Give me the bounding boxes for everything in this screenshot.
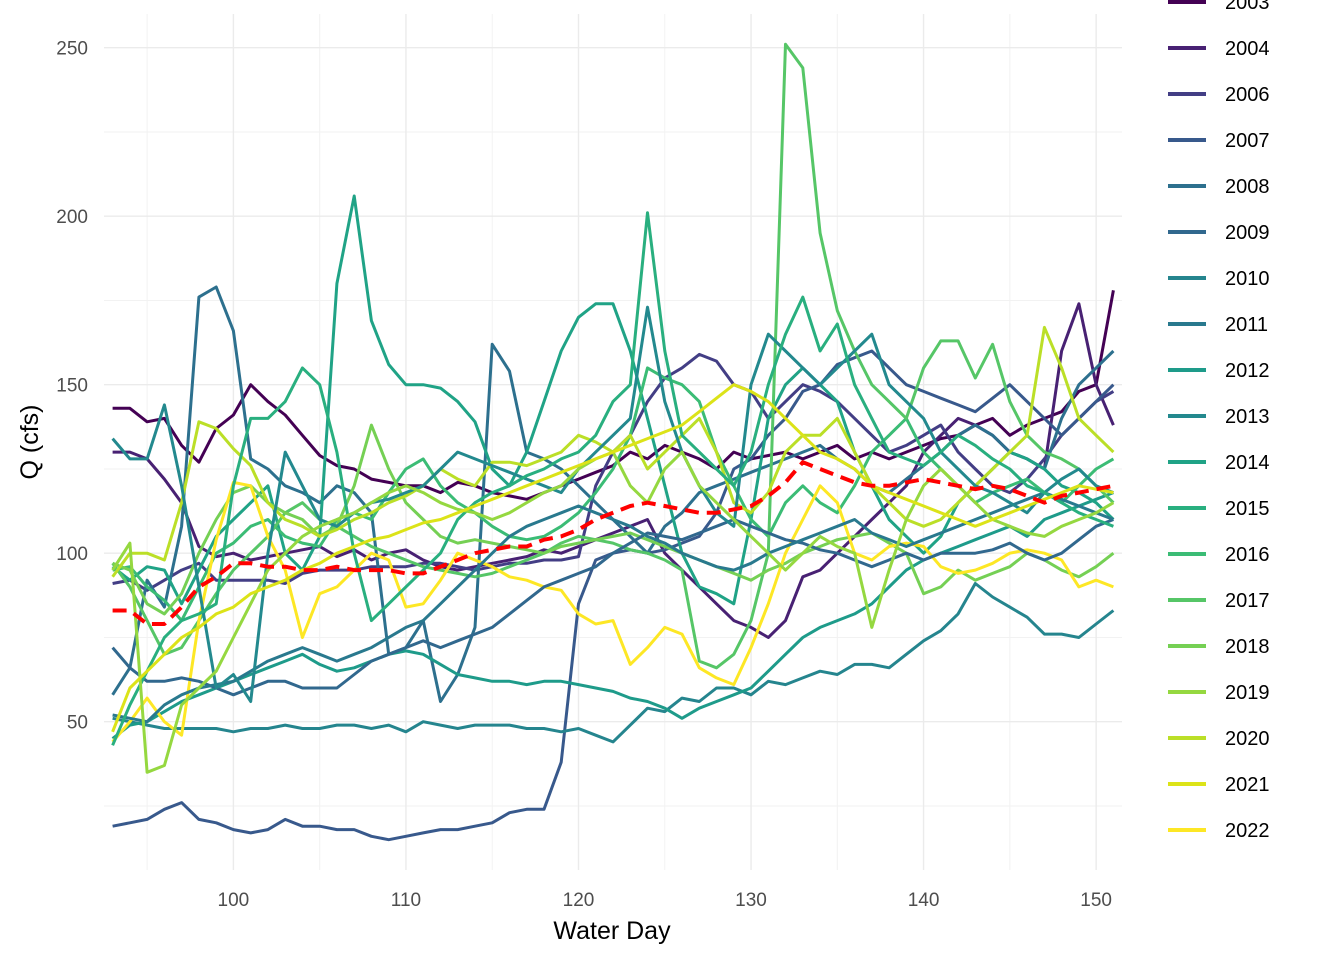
legend-item-2004: 2004	[1168, 38, 1270, 60]
x-tick-label-4: 140	[908, 890, 940, 911]
series-line-2015	[111, 211, 1114, 746]
legend-label-2010: 2010	[1225, 268, 1270, 290]
legend-item-2011: 2011	[1168, 314, 1268, 336]
series-line-2018	[112, 423, 1115, 616]
legend-item-2003: 2003	[1168, 0, 1270, 14]
legend-item-2020: 2020	[1168, 728, 1270, 750]
legend-label-2021: 2021	[1225, 774, 1270, 796]
legend-label-2017: 2017	[1225, 590, 1270, 612]
legend-item-2014: 2014	[1168, 452, 1270, 474]
series-line-2010	[112, 582, 1115, 744]
x-tick-label-3: 130	[735, 890, 767, 911]
legend-label-2022: 2022	[1225, 820, 1270, 842]
y-tick-label-0: 50	[67, 713, 88, 734]
legend-item-2017: 2017	[1168, 590, 1270, 612]
x-tick-label-0: 100	[218, 890, 250, 911]
y-axis-title: Q (cfs)	[16, 405, 44, 480]
legend-label-2003: 2003	[1225, 0, 1270, 14]
legend-item-2022: 2022	[1168, 820, 1270, 842]
legend-label-2018: 2018	[1225, 636, 1270, 658]
legend-label-2015: 2015	[1225, 498, 1270, 520]
series-layer	[111, 42, 1115, 842]
legend-item-2015: 2015	[1168, 498, 1270, 520]
legend-label-2009: 2009	[1225, 222, 1270, 244]
y-tick-label-2: 150	[56, 376, 88, 397]
legend-item-2016: 2016	[1168, 544, 1270, 566]
legend-label-2006: 2006	[1225, 84, 1270, 106]
legend-label-2013: 2013	[1225, 406, 1270, 428]
y-tick-label-3: 200	[56, 207, 88, 228]
x-tick-label-1: 110	[391, 890, 421, 911]
series-line-2021	[111, 383, 1114, 733]
legend-item-2013: 2013	[1168, 406, 1270, 428]
series-line-2013	[111, 305, 1114, 703]
y-tick-label-1: 100	[56, 544, 88, 565]
legend-item-2006: 2006	[1168, 84, 1270, 106]
series-line-2009	[111, 518, 1114, 697]
legend-item-2007: 2007	[1168, 130, 1270, 152]
legend-item-2009: 2009	[1168, 222, 1270, 244]
series-line-2019	[111, 450, 1115, 774]
legend-label-2007: 2007	[1225, 130, 1270, 152]
legend-item-2018: 2018	[1168, 636, 1270, 658]
y-tick-label-4: 250	[56, 39, 88, 60]
legend-label-2016: 2016	[1225, 544, 1270, 566]
x-axis-title: Water Day	[553, 917, 671, 945]
x-tick-label-5: 150	[1080, 890, 1112, 911]
series-line-2004	[112, 302, 1115, 639]
y-axis-ticks: 50 100 150 200 250	[56, 39, 88, 734]
x-axis-ticks: 100 110 120 130 140 150	[218, 890, 1112, 911]
mean-dashed-line	[112, 460, 1114, 626]
legend-label-2012: 2012	[1225, 360, 1270, 382]
series-line-2003	[112, 290, 1115, 501]
legend-item-2008: 2008	[1168, 176, 1270, 198]
x-tick-label-2: 120	[563, 890, 595, 911]
series-line-2011	[112, 491, 1114, 724]
series-line-2017	[111, 42, 1115, 670]
legend-item-2012: 2012	[1168, 360, 1270, 382]
legend: 2003 2004 2006 2007 2008 2009 2010 2011 2012 2013…	[1168, 0, 1270, 842]
legend-item-2010: 2010	[1168, 268, 1270, 290]
series-line-2012	[111, 491, 1114, 740]
legend-item-2021: 2021	[1168, 774, 1270, 796]
legend-label-2008: 2008	[1225, 176, 1270, 198]
legend-label-2011: 2011	[1225, 314, 1268, 336]
legend-label-2020: 2020	[1225, 728, 1270, 750]
legend-label-2019: 2019	[1225, 682, 1270, 704]
legend-label-2014: 2014	[1225, 452, 1270, 474]
legend-item-2019: 2019	[1168, 682, 1270, 704]
legend-label-2004: 2004	[1225, 38, 1270, 60]
